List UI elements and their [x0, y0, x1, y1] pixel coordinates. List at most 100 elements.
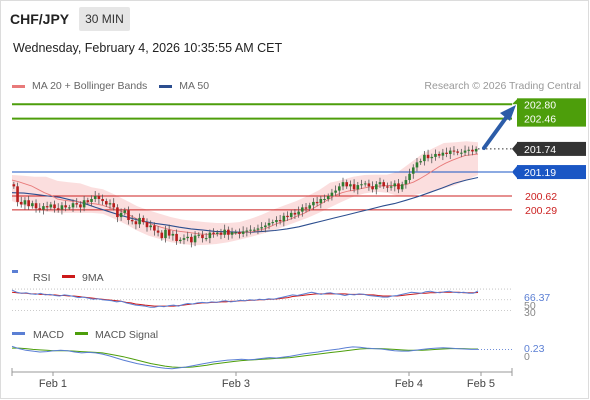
- candle-body: [93, 196, 97, 199]
- candle-body: [153, 225, 156, 231]
- candle-body: [297, 211, 300, 215]
- candle-body: [116, 207, 119, 218]
- candle-body: [445, 152, 448, 154]
- candle-body: [215, 232, 219, 234]
- candle-body: [419, 161, 422, 163]
- candle-body: [82, 200, 86, 208]
- candle-body: [219, 232, 223, 235]
- candle-body: [27, 200, 30, 207]
- candle-body: [112, 203, 116, 208]
- candle-body: [382, 182, 385, 187]
- ma20-swatch: [12, 84, 25, 88]
- bollinger-band: [12, 141, 478, 246]
- candle-body: [127, 210, 130, 221]
- candle-body: [175, 233, 178, 242]
- level-label-201.74: 201.74: [524, 144, 556, 156]
- candle-body: [467, 149, 471, 151]
- candle-body: [90, 198, 93, 202]
- candle-body: [227, 229, 230, 235]
- candle-body: [341, 182, 345, 187]
- rsi-legend-label: RSI: [33, 272, 51, 284]
- chart-header: CHF/JPY 30 MIN: [10, 7, 130, 31]
- candle-body: [101, 198, 104, 202]
- macd-value-label: 0.23: [524, 343, 545, 355]
- candle-body: [197, 234, 201, 236]
- level-pointer-201.19: [512, 166, 517, 179]
- candle-body: [326, 196, 330, 199]
- x-tick-label-Feb-5: Feb 5: [467, 378, 495, 390]
- candle-body: [404, 180, 408, 185]
- rsi-ref-label-30: 30: [524, 307, 536, 319]
- candle-body: [204, 238, 208, 240]
- candle-body: [86, 200, 90, 202]
- candle-body: [241, 231, 245, 234]
- candle-body: [260, 227, 263, 229]
- timeframe-button[interactable]: 30 MIN: [79, 7, 130, 31]
- candle-body: [400, 184, 404, 190]
- level-pointer-201.74: [512, 142, 517, 155]
- candle-body: [193, 235, 197, 243]
- candle-body: [34, 203, 38, 209]
- candle-body: [423, 154, 426, 162]
- candle-body: [448, 150, 452, 154]
- candle-body: [79, 204, 82, 208]
- candle-body: [434, 153, 437, 157]
- candle-body: [363, 183, 367, 185]
- candle-body: [356, 185, 360, 190]
- ma50-swatch: [159, 84, 173, 88]
- ma20-line: [11, 153, 479, 235]
- candle-body: [223, 229, 226, 235]
- macd-legend-label: MACD: [33, 329, 64, 341]
- candle-body: [352, 184, 356, 190]
- rsi-ref-label-50: 50: [524, 300, 536, 312]
- target-arrow-head: [500, 105, 516, 121]
- target-label-pointer: [512, 99, 517, 105]
- candle-body: [208, 232, 212, 239]
- level-label-200.62: 200.62: [525, 191, 557, 203]
- 9ma-legend-swatch: [62, 275, 75, 278]
- symbol-title: CHF/JPY: [10, 11, 70, 27]
- candle-body: [31, 203, 34, 207]
- candle-body: [304, 207, 308, 209]
- x-tick-label-Feb-4: Feb 4: [395, 378, 423, 390]
- candle-body: [460, 152, 463, 154]
- level-label-200.29: 200.29: [525, 205, 557, 217]
- candle-body: [411, 167, 415, 174]
- legend-ma50: MA 50: [159, 80, 209, 92]
- macd-legend-swatch: [12, 332, 25, 335]
- candle-body: [371, 186, 374, 190]
- candle-body: [212, 232, 215, 234]
- legend-ma20-label: MA 20 + Bollinger Bands: [32, 80, 148, 92]
- candle-body: [71, 203, 75, 208]
- candle-body: [156, 230, 160, 233]
- candle-body: [119, 212, 123, 218]
- candle-body: [393, 183, 397, 187]
- candle-body: [374, 184, 378, 190]
- target-label-box: [517, 98, 586, 127]
- candle-body: [45, 206, 49, 208]
- candle-body: [19, 201, 23, 205]
- candle-body: [474, 148, 478, 152]
- candle-body: [23, 200, 27, 205]
- rsi-9ma-line: [11, 291, 479, 307]
- candle-body: [389, 186, 393, 188]
- candle-body: [386, 186, 389, 188]
- candle-body: [234, 232, 238, 234]
- candle-body: [12, 184, 16, 187]
- candle-body: [275, 220, 278, 223]
- candle-body: [267, 222, 271, 226]
- candle-body: [301, 207, 304, 212]
- candle-body: [278, 220, 282, 222]
- candle-body: [167, 229, 171, 236]
- candle-body: [471, 149, 474, 152]
- candle-body: [437, 153, 441, 156]
- candle-body: [49, 204, 53, 208]
- x-tick-label-Feb-1: Feb 1: [39, 378, 67, 390]
- candle-body: [182, 238, 186, 240]
- candle-body: [430, 156, 434, 159]
- candle-body: [452, 150, 456, 152]
- candle-body: [149, 225, 152, 228]
- candle-body: [378, 182, 382, 185]
- level-label-201.19: 201.19: [524, 167, 556, 179]
